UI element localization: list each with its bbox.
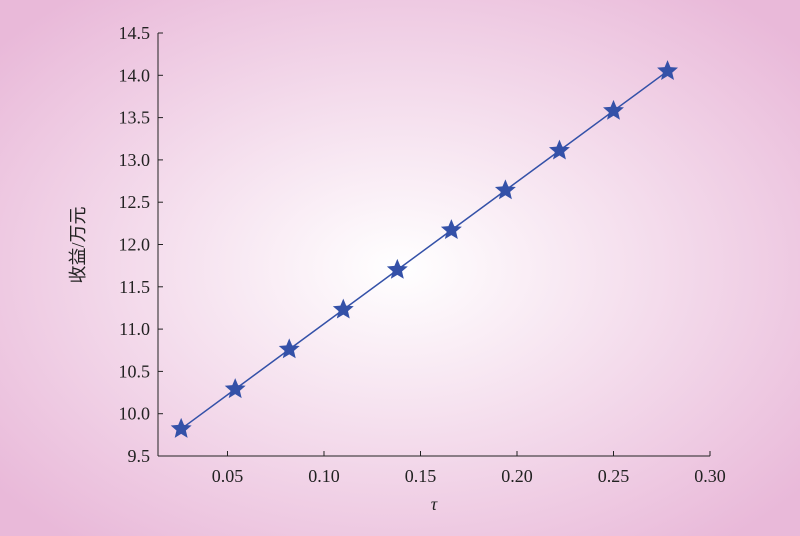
marker bbox=[278, 338, 300, 359]
marker bbox=[657, 60, 678, 80]
x-tick-label: 0.25 bbox=[598, 466, 630, 486]
x-axis-label: τ bbox=[431, 494, 438, 514]
x-tick-label: 0.05 bbox=[212, 466, 244, 486]
marker bbox=[170, 417, 192, 438]
y-tick-label: 12.0 bbox=[119, 235, 151, 255]
x-tick-label: 0.10 bbox=[308, 466, 340, 486]
y-tick-label: 10.0 bbox=[119, 404, 151, 424]
marker bbox=[386, 258, 408, 279]
x-tick-label: 0.20 bbox=[501, 466, 533, 486]
marker bbox=[440, 219, 462, 240]
line bbox=[180, 70, 668, 430]
marker bbox=[332, 298, 354, 319]
marker bbox=[548, 139, 570, 160]
x-tick-label: 0.15 bbox=[405, 466, 437, 486]
marker bbox=[224, 378, 246, 399]
y-tick-label: 13.0 bbox=[119, 150, 151, 170]
y-tick-label: 10.5 bbox=[119, 361, 151, 381]
y-tick-label: 13.5 bbox=[119, 108, 151, 128]
x-tick-label: 0.30 bbox=[694, 466, 726, 486]
y-tick-label: 14.0 bbox=[119, 65, 151, 85]
y-tick-label: 14.5 bbox=[119, 23, 151, 43]
marker bbox=[494, 179, 516, 200]
marker bbox=[603, 99, 624, 120]
y-tick-label: 12.5 bbox=[119, 192, 151, 212]
y-tick-label: 11.5 bbox=[119, 277, 150, 297]
y-axis-label: 收益/万元 bbox=[68, 206, 88, 283]
y-tick-label: 9.5 bbox=[128, 446, 151, 466]
y-tick-label: 11.0 bbox=[119, 319, 150, 339]
